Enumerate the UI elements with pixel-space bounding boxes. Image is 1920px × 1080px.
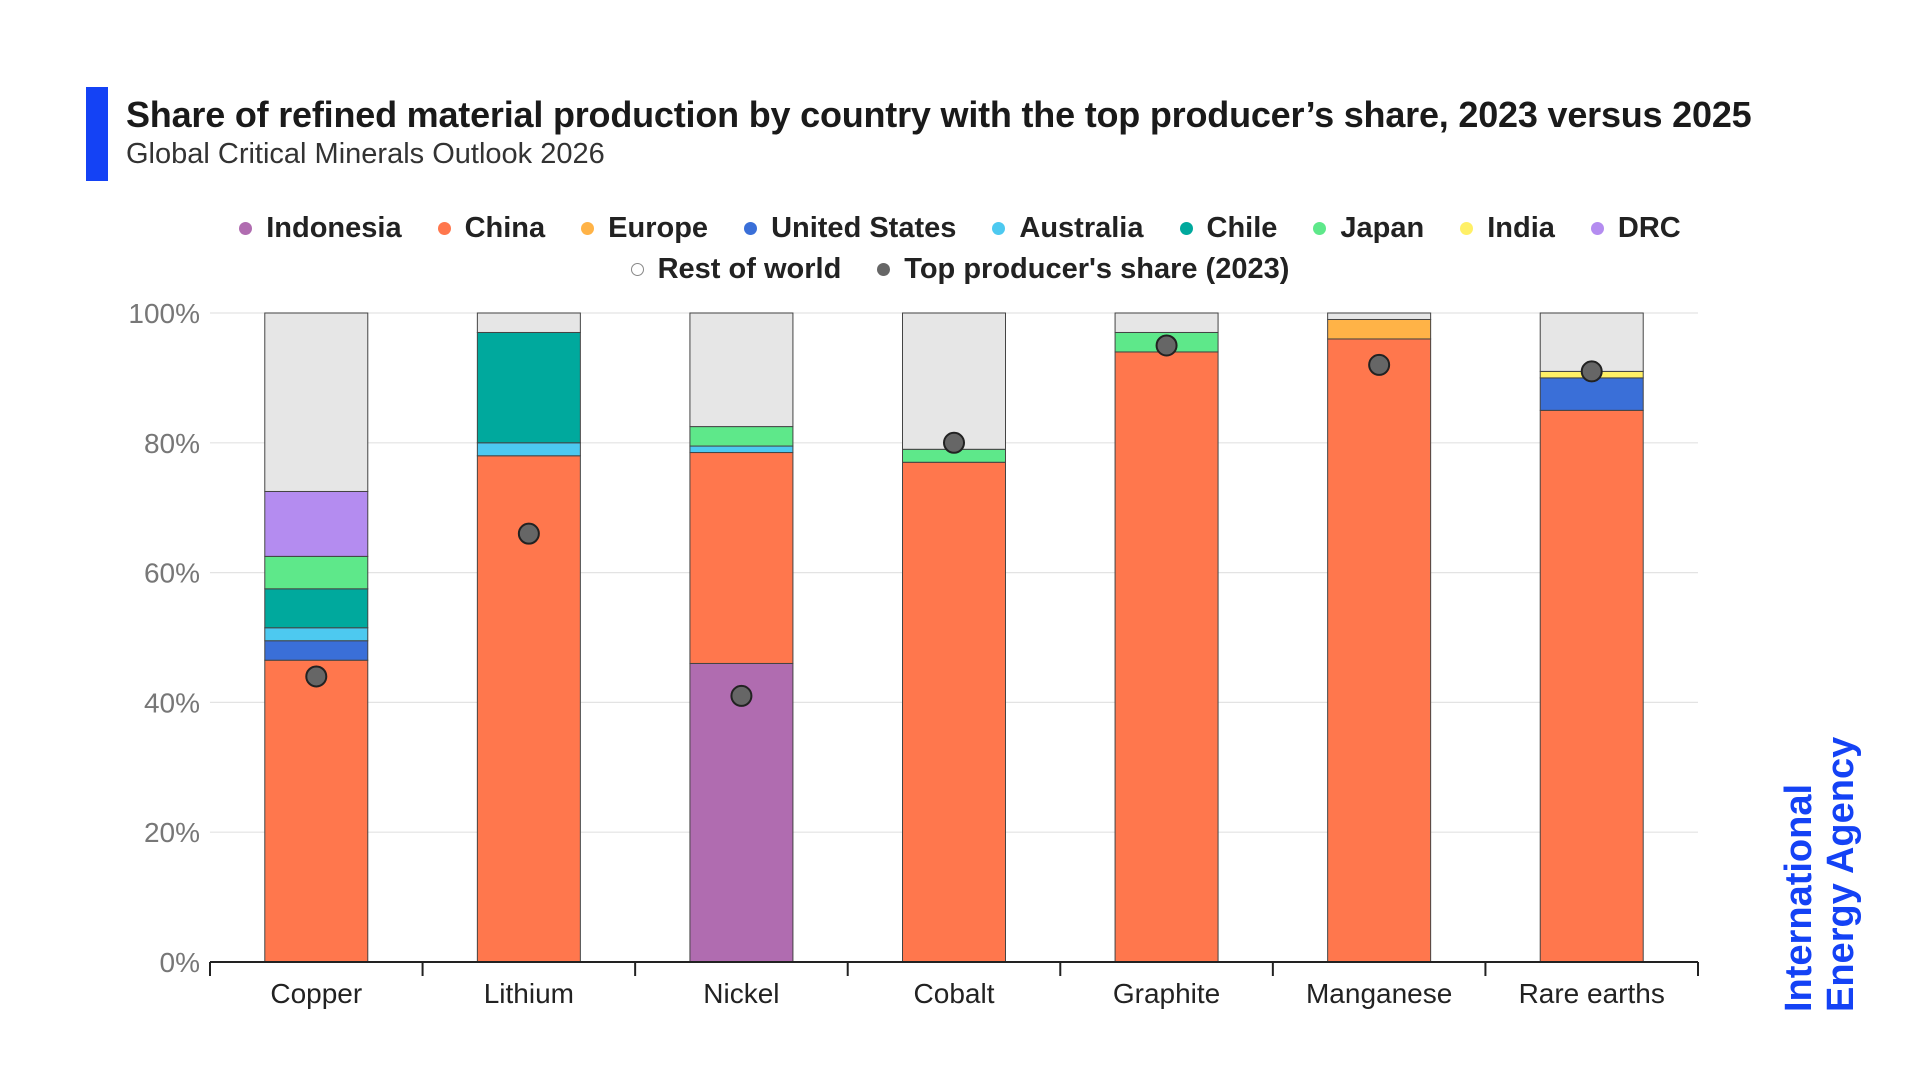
legend-label: Australia (1019, 212, 1144, 244)
title-accent-bar (86, 87, 108, 181)
y-tick-label: 100% (128, 298, 200, 329)
bar-segment (1327, 318, 1432, 340)
bar-segment (689, 662, 794, 963)
legend-item: India (1460, 212, 1555, 245)
legend-row: Rest of world Top producer's share (2023) (0, 253, 1920, 286)
legend-item: Chile (1179, 212, 1278, 245)
bar-segment (902, 461, 1006, 963)
logo-line-2: Energy Agency (1820, 736, 1862, 1012)
bar-segment (1114, 312, 1219, 333)
bar-segment (264, 312, 369, 492)
top-producer-2023-marker (1368, 353, 1391, 376)
x-tick-label: Copper (270, 978, 362, 1009)
legend-swatch (1179, 222, 1193, 235)
legend-swatch (1460, 222, 1474, 235)
chart-subtitle: Global Critical Minerals Outlook 2026 (126, 138, 605, 170)
chart-title: Share of refined material production by … (126, 94, 1752, 135)
top-producer-2023-marker (517, 522, 540, 545)
bar-segment (1114, 351, 1219, 963)
y-tick-label: 20% (144, 817, 200, 848)
bar-segment (1327, 338, 1432, 963)
legend-swatch (630, 263, 644, 276)
y-tick-label: 60% (144, 558, 200, 589)
legend-item: DRC (1590, 212, 1681, 245)
legend-item: China (437, 212, 546, 245)
legend-swatch (1590, 222, 1604, 235)
bar-segment (689, 312, 794, 428)
bar-segment (476, 312, 581, 333)
legend-label: Japan (1340, 212, 1425, 244)
legend-swatch (744, 222, 758, 235)
bar-segment (264, 588, 369, 629)
iea-logo: International Energy Agency (1778, 737, 1862, 1012)
legend-label: Indonesia (266, 212, 402, 244)
legend-swatch (877, 263, 891, 276)
bar-segment (476, 442, 581, 457)
bar-segment (264, 555, 369, 590)
bar-segment (476, 331, 581, 444)
legend-item: United States (744, 212, 956, 245)
y-tick-label: 40% (144, 687, 200, 718)
legend-swatch (239, 222, 253, 235)
y-tick-label: 80% (144, 428, 200, 459)
legend-label: Europe (608, 212, 709, 244)
legend-item: Japan (1313, 212, 1424, 245)
legend-swatch (437, 222, 451, 235)
x-tick-label: Graphite (1113, 978, 1220, 1009)
top-producer-2023-marker (943, 431, 965, 454)
x-tick-label: Manganese (1306, 978, 1452, 1009)
bar-segment (902, 312, 1006, 450)
bar-segment (1327, 312, 1432, 320)
legend: Indonesia China Europe United States Austral… (0, 212, 1920, 286)
top-producer-2023-marker (730, 684, 753, 707)
legend-item: Top producer's share (2023) (877, 253, 1289, 286)
bar-segment (264, 490, 369, 557)
y-tick-label: 0% (160, 947, 200, 978)
legend-item: Australia (992, 212, 1144, 245)
x-tick-label: Rare earths (1519, 978, 1665, 1009)
legend-label: DRC (1617, 212, 1681, 244)
bar-segment (689, 452, 794, 664)
bar-segment (1539, 409, 1644, 963)
x-tick-label: Cobalt (914, 978, 995, 1009)
top-producer-2023-marker (305, 665, 328, 688)
legend-item: Indonesia (239, 212, 402, 245)
legend-label: Top producer's share (2023) (904, 253, 1290, 285)
bar-segment (264, 627, 369, 642)
legend-label: India (1487, 212, 1555, 244)
bar-segment (689, 445, 794, 454)
legend-item: Rest of world (630, 253, 842, 286)
bar-segment (689, 426, 794, 447)
logo-line-1: International (1778, 783, 1820, 1012)
legend-swatch (992, 222, 1006, 235)
legend-row: Indonesia China Europe United States Austral… (0, 212, 1920, 245)
legend-label: United States (771, 212, 957, 244)
bar-segment (264, 659, 369, 963)
legend-swatch (1313, 222, 1327, 235)
legend-item: Europe (581, 212, 708, 245)
legend-label: Rest of world (657, 253, 842, 285)
top-producer-2023-marker (1580, 360, 1603, 383)
bar-segment (264, 640, 369, 661)
x-tick-label: Nickel (703, 978, 779, 1009)
legend-label: China (464, 212, 546, 244)
top-producer-2023-marker (1155, 334, 1178, 357)
x-tick-label: Lithium (484, 978, 574, 1009)
bar-segment (1539, 377, 1644, 411)
legend-swatch (581, 222, 595, 235)
legend-label: Chile (1206, 212, 1278, 244)
